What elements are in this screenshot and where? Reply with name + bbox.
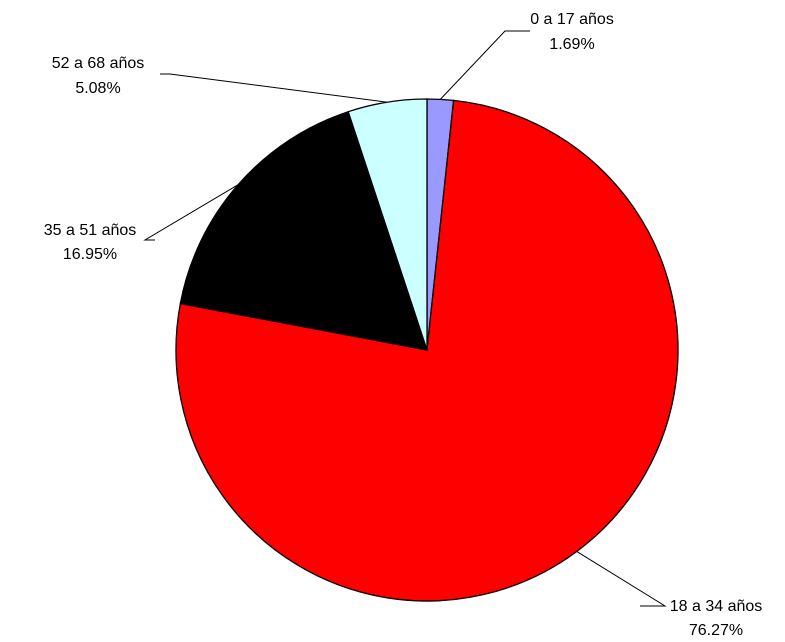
pie-slice-52-a-68-aos <box>347 98 428 351</box>
pie-slice-18-a-34-aos <box>175 99 679 602</box>
leader-line <box>576 551 667 607</box>
slice-label: 35 a 51 años <box>44 222 137 239</box>
slice-label: 18 a 34 años <box>670 598 763 615</box>
slice-value-label: 5.08% <box>75 80 120 97</box>
leader-line <box>143 184 239 241</box>
slice-value-label: 16.95% <box>63 246 117 263</box>
leader-line <box>439 30 530 100</box>
slice-value-label: 76.27% <box>689 622 743 639</box>
slice-value-label: 1.69% <box>549 36 594 53</box>
slice-label: 0 a 17 años <box>530 11 614 28</box>
slice-label: 52 a 68 años <box>52 55 145 72</box>
leader-line <box>160 73 388 103</box>
pie-slice-35-a-51-aos <box>179 110 428 351</box>
